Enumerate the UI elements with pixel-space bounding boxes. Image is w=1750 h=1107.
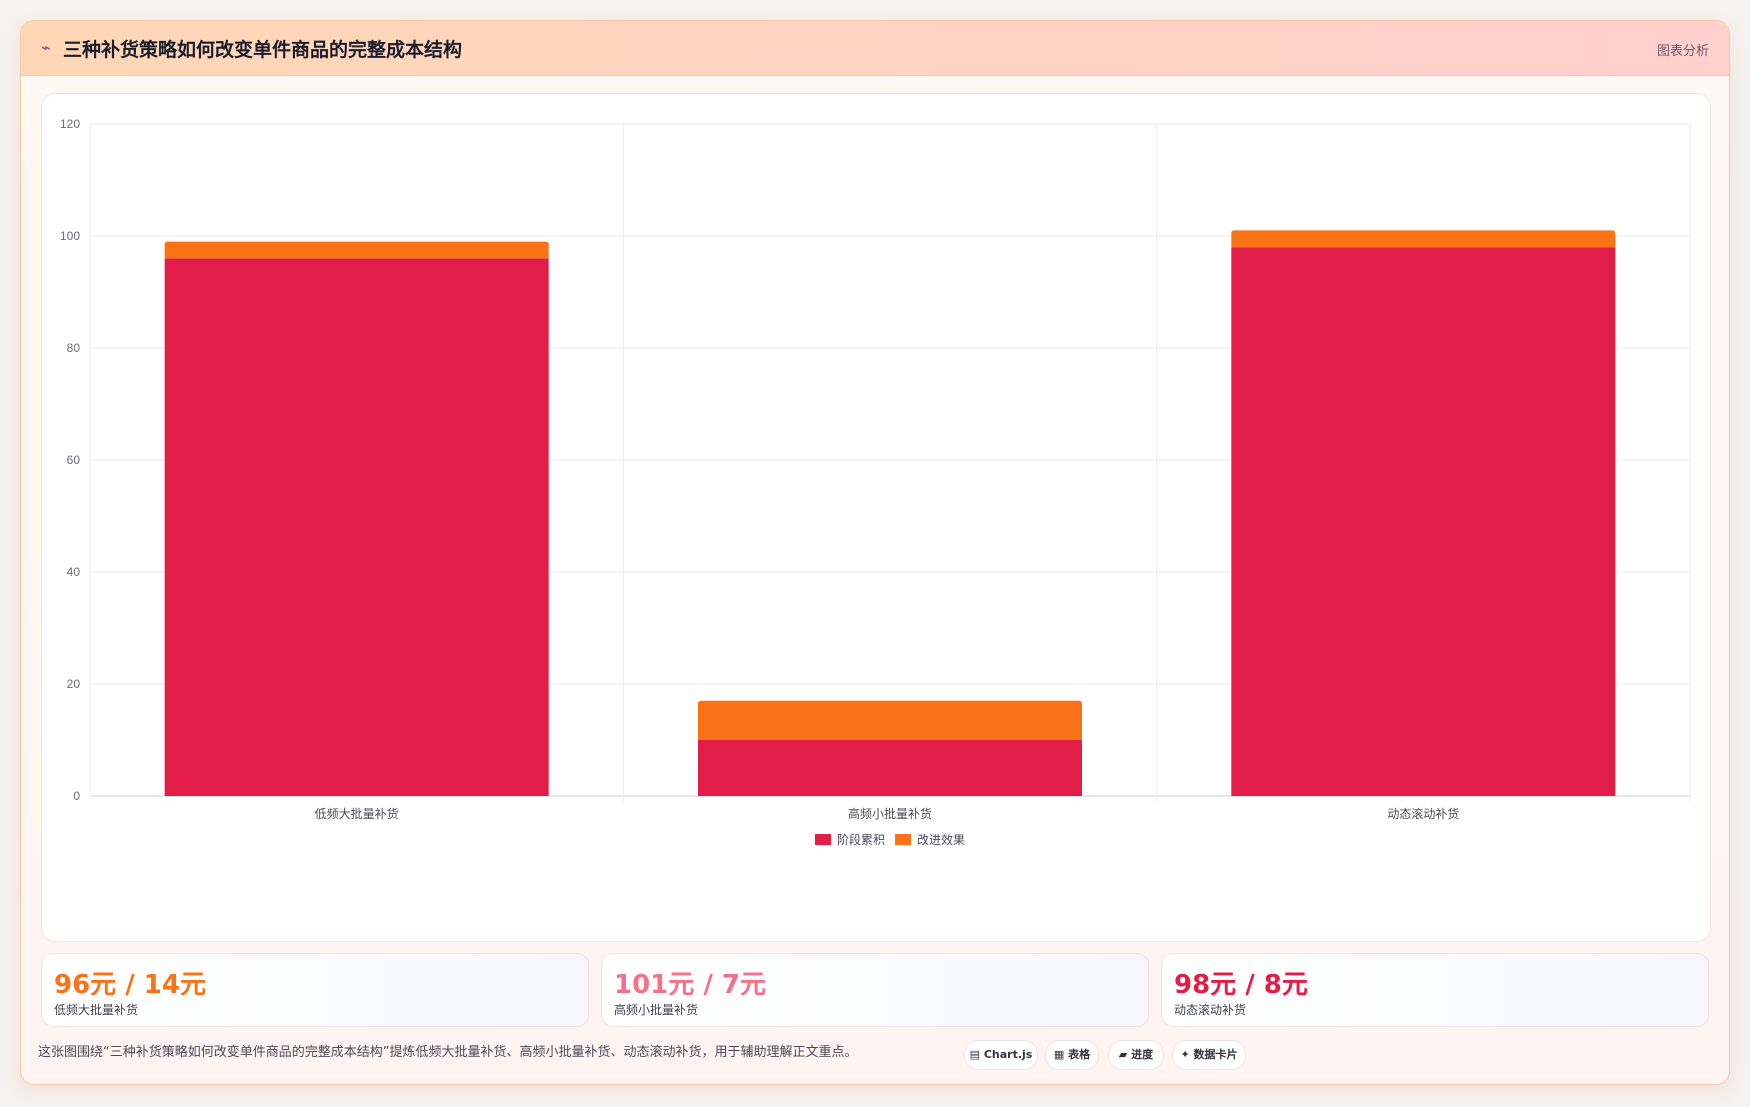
chart-area: 0 20 40 60 80 100 120 低频大批量补货 高频小批量补货 动态滚动补货阶段累积 改… xyxy=(41,93,1711,942)
legend-swatch xyxy=(815,834,831,845)
chart-title: 三种补货策略如何改变单件商品的完整成本结构 xyxy=(63,39,463,61)
bar-stage-accumulated xyxy=(1231,247,1616,796)
kpi-label: 低频大批量补货 xyxy=(54,1003,139,1017)
bar-improvement xyxy=(1231,230,1616,248)
bar-improvement xyxy=(164,241,549,259)
analysis-tag[interactable]: 图表分析 xyxy=(1656,44,1709,59)
y-tick-label: 20 xyxy=(67,677,81,691)
y-tick-label: 60 xyxy=(67,453,81,467)
kpi-label: 动态滚动补货 xyxy=(1174,1003,1247,1017)
bar-stage-accumulated xyxy=(698,740,1082,796)
spark-icon: ⌁ xyxy=(41,38,51,57)
bar-improvement xyxy=(698,700,1082,740)
kpi-card-2: 98元 / 8元 动态滚动补货 xyxy=(1161,953,1709,1027)
chart-note: 这张图围绕“三种补货策略如何改变单件商品的完整成本结构”提炼低频大批量补货、高频… xyxy=(38,1045,858,1060)
chart-card: ⌁ 三种补货策略如何改变单件商品的完整成本结构 图表分析 0 20 40 60 80 10… xyxy=(20,20,1730,1085)
kpi-value: 96元 / 14元 xyxy=(54,970,206,1000)
legend-label: 阶段累积 xyxy=(837,832,885,847)
y-tick-label: 120 xyxy=(60,117,80,131)
y-tick-label: 40 xyxy=(67,565,81,579)
chip-table[interactable]: ▦ 表格 xyxy=(1045,1040,1099,1070)
kpi-value: 98元 / 8元 xyxy=(1174,970,1308,1000)
card-header: ⌁ 三种补货策略如何改变单件商品的完整成本结构 图表分析 xyxy=(21,21,1729,76)
legend-swatch xyxy=(895,834,911,845)
kpi-card-1: 101元 / 7元 高频小批量补货 xyxy=(601,953,1149,1027)
y-tick-label: 0 xyxy=(73,789,80,803)
x-tick-label: 动态滚动补货 xyxy=(1387,806,1459,821)
kpi-value: 101元 / 7元 xyxy=(614,970,766,1000)
chip-progress[interactable]: ▰ 进度 xyxy=(1108,1040,1164,1070)
kpi-card-0: 96元 / 14元 低频大批量补货 xyxy=(41,953,589,1027)
y-tick-label: 80 xyxy=(67,341,81,355)
x-tick-label: 高频小批量补货 xyxy=(848,806,932,821)
chip-chartjs[interactable]: ▤ Chart.js xyxy=(964,1040,1038,1070)
chip-data-card[interactable]: ✦ 数据卡片 xyxy=(1172,1040,1246,1070)
y-tick-label: 100 xyxy=(60,229,80,243)
kpi-label: 高频小批量补货 xyxy=(614,1003,699,1017)
x-tick-label: 低频大批量补货 xyxy=(315,806,399,821)
bar-stage-accumulated xyxy=(164,258,549,796)
legend-label: 改进效果 xyxy=(917,832,965,847)
